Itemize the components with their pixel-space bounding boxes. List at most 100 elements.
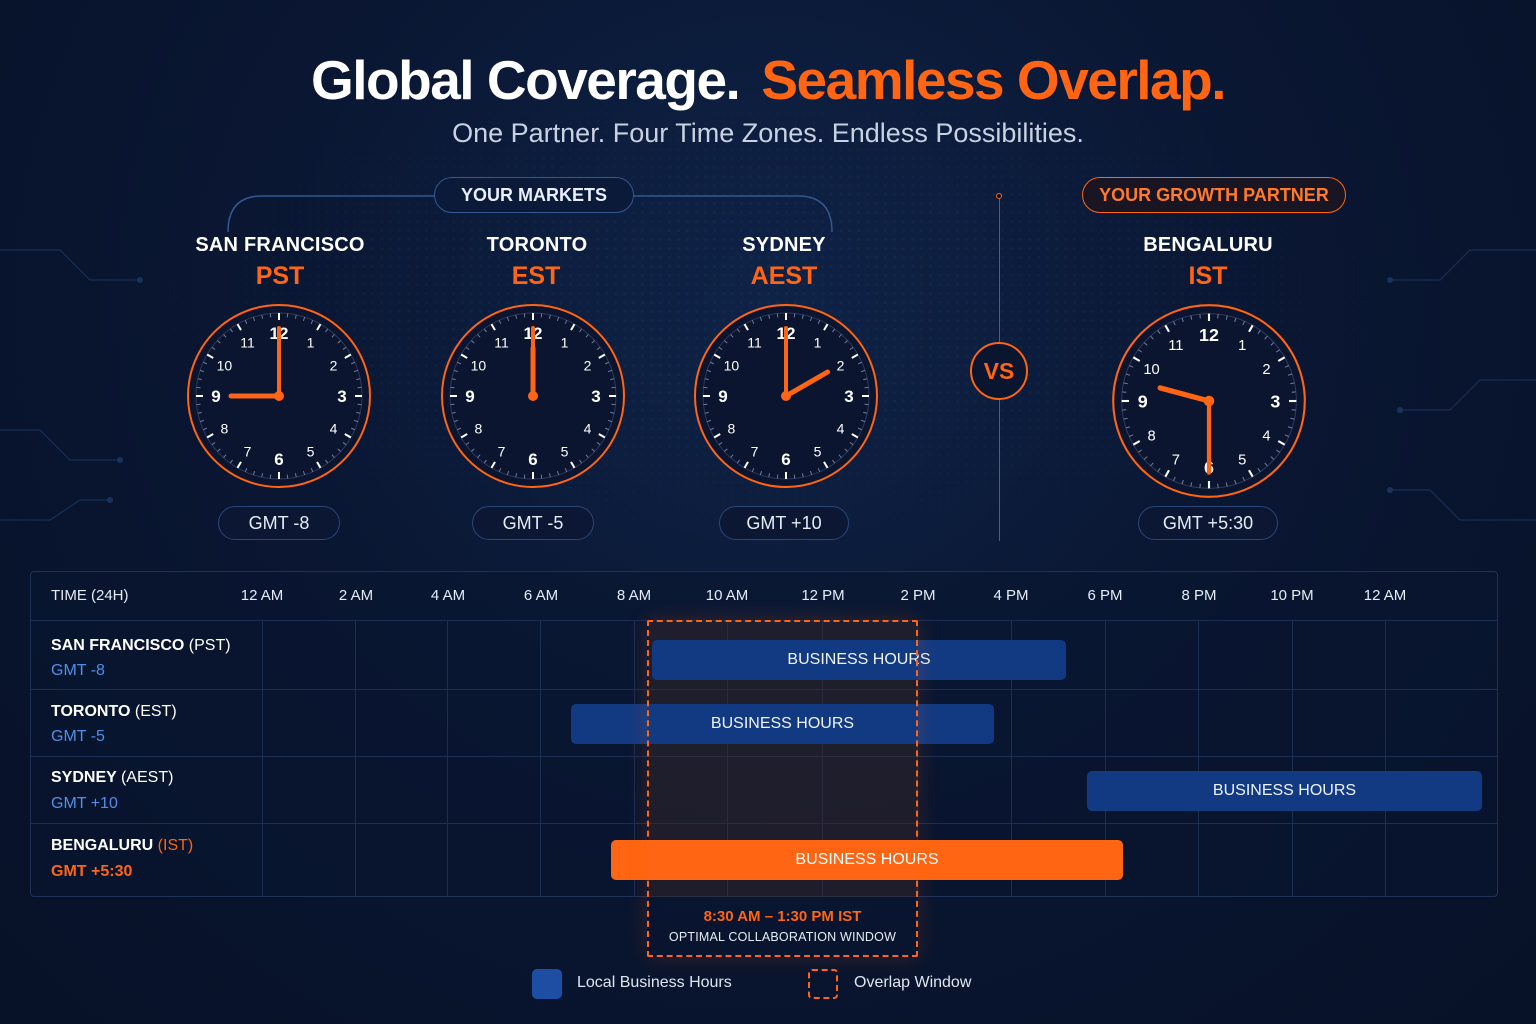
business-hours-bar-bengaluru: BUSINESS HOURS — [611, 840, 1123, 880]
clock-tick — [1181, 479, 1184, 485]
clock-tick — [1284, 364, 1290, 368]
clock-tick — [718, 346, 723, 350]
clock-tick — [451, 411, 456, 414]
clock-tick — [591, 448, 596, 452]
clock-tick — [1242, 320, 1246, 326]
clock-tick — [832, 328, 836, 333]
clock-face-toronto: 123456789101112 — [441, 304, 625, 488]
row-city-name: BENGALURU (IST) — [51, 837, 193, 855]
clock-tick — [751, 319, 755, 325]
clock-numeral: 5 — [561, 444, 569, 460]
legend-local-hours-swatch — [532, 969, 562, 999]
tick-label: 2 PM — [900, 587, 936, 604]
clock-tick — [356, 378, 361, 381]
your-growth-partner-badge: YOUR GROWTH PARTNER — [1082, 177, 1346, 213]
clock-tick — [1128, 434, 1134, 438]
clock-tick — [331, 333, 335, 338]
clock-face-bengaluru: 123456789101112 — [1112, 304, 1306, 498]
clock-tick — [199, 419, 205, 423]
clock-tick — [1290, 417, 1295, 420]
clock-tick — [1248, 324, 1254, 333]
grid-line — [262, 621, 263, 896]
clock-tick — [294, 314, 297, 319]
clock-numeral: 6 — [528, 450, 537, 469]
legend-local-hours-label: Local Business Hours — [577, 974, 732, 991]
clock-tick — [294, 473, 297, 478]
clock-tick — [515, 314, 518, 319]
clock-tick — [610, 378, 615, 381]
clock-numeral: 9 — [211, 387, 220, 406]
clock-tick — [1234, 317, 1237, 323]
clock-tick — [1287, 373, 1293, 376]
row-divider — [31, 689, 1497, 690]
clock-tick — [844, 340, 849, 344]
clock-tick — [759, 316, 763, 322]
row-divider — [31, 823, 1497, 824]
clock-numeral: 10 — [471, 358, 487, 374]
clock-tick — [1234, 479, 1237, 485]
clock-tick — [610, 411, 615, 414]
clock-numeral: 2 — [330, 358, 338, 374]
clock-numeral: 11 — [240, 334, 255, 350]
clock-tick — [596, 346, 601, 350]
clock-tick — [736, 459, 740, 464]
clock-tick — [860, 369, 866, 373]
clock-tick — [199, 369, 205, 373]
clock-numeral: 9 — [718, 387, 727, 406]
clock-tick — [709, 427, 715, 431]
clock-tick — [252, 316, 256, 322]
clock-tick — [302, 470, 306, 476]
row-divider — [31, 756, 1497, 757]
clock-tick — [849, 346, 854, 350]
clock-tz-pst: PST — [255, 262, 305, 290]
overlap-window-box — [647, 620, 918, 957]
clock-tick — [768, 473, 771, 478]
clock-tick — [709, 361, 715, 365]
clock-tick — [1264, 462, 1268, 467]
clock-tick — [1172, 320, 1176, 326]
clock-tick — [817, 319, 821, 325]
clock-numeral: 2 — [584, 358, 592, 374]
clock-tick — [1143, 342, 1148, 346]
clock-tick — [325, 328, 329, 333]
clock-numeral: 3 — [1270, 391, 1280, 411]
clock-tick — [310, 319, 314, 325]
clock-tick — [849, 442, 854, 446]
clock-tick — [456, 361, 462, 365]
clock-numeral: 2 — [1262, 362, 1270, 378]
row-abbr: (AEST) — [120, 769, 174, 786]
tick-label: 4 AM — [430, 587, 466, 604]
clock-tick — [598, 433, 606, 439]
clock-city-sydney: SYDNEY — [742, 234, 826, 256]
tick-label: 4 PM — [993, 587, 1029, 604]
clock-tick — [229, 328, 233, 333]
clock-tick — [857, 361, 863, 365]
vs-badge: VS — [970, 342, 1028, 400]
row-abbr: (PST) — [188, 637, 231, 654]
clock-tick — [460, 433, 468, 439]
title-part-1: Global Coverage. — [310, 49, 741, 111]
clock-numeral: 4 — [1262, 428, 1270, 444]
grid-line — [1198, 621, 1199, 896]
clock-numeral: 8 — [221, 421, 229, 437]
clock-tick — [591, 340, 596, 344]
clock-tick — [236, 323, 242, 331]
clock-numeral: 10 — [1143, 362, 1159, 378]
clock-tick — [197, 411, 202, 414]
clock-tz-est: EST — [511, 262, 561, 290]
clock-tick — [1123, 382, 1128, 385]
clock-numeral: 1 — [307, 334, 315, 350]
clock-tick — [570, 323, 576, 331]
clock-tick — [211, 346, 216, 350]
clock-tick — [453, 419, 459, 423]
tick-label: 2 AM — [338, 587, 374, 604]
clock-tick — [801, 314, 804, 319]
clock-numeral: 8 — [728, 421, 736, 437]
clock-tick — [851, 353, 859, 359]
legend-overlap-swatch — [808, 969, 838, 999]
clock-tick — [1190, 482, 1193, 487]
clock-tick — [1277, 440, 1286, 446]
clock-numeral: 6 — [274, 450, 283, 469]
clock-tick — [353, 419, 359, 423]
grid-line — [727, 621, 728, 896]
